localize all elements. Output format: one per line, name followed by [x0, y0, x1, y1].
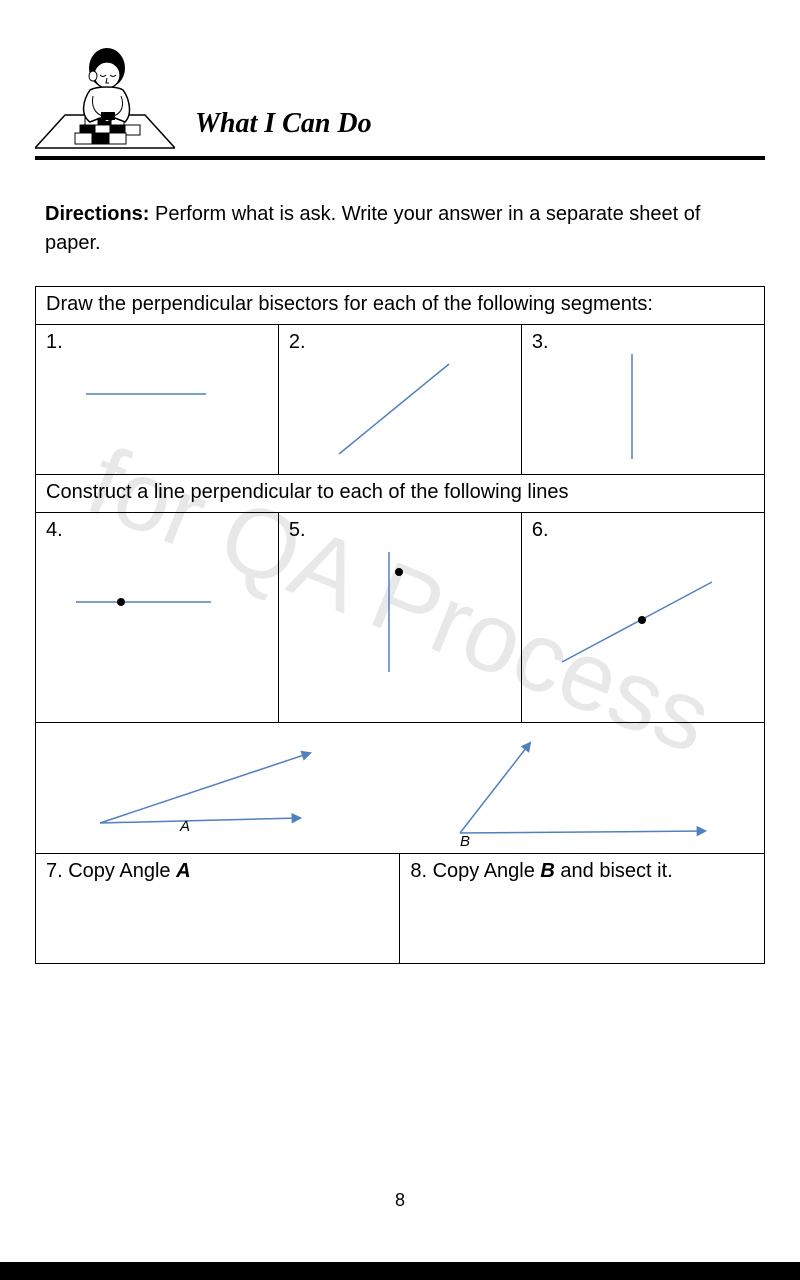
header-divider	[35, 156, 765, 160]
angles-figure: A B	[36, 723, 764, 853]
cell-7: 7. Copy Angle A	[36, 854, 400, 964]
row2-prompt: Construct a line perpendicular to each o…	[36, 475, 765, 513]
directions-text: Directions: Perform what is ask. Write y…	[35, 200, 765, 258]
cell-8: 8. Copy Angle B and bisect it.	[400, 854, 765, 964]
cell-5: 5.	[289, 519, 511, 542]
cell-2: 2.	[289, 331, 511, 354]
page-header: What I Can Do	[35, 40, 765, 150]
header-illustration	[35, 40, 175, 150]
line-4	[46, 542, 268, 712]
line-6	[532, 542, 754, 712]
cell-3: 3.	[532, 331, 754, 354]
cell-1: 1.	[46, 331, 268, 354]
segment-1	[46, 354, 268, 464]
page-number: 8	[0, 1190, 800, 1211]
footer-bar	[0, 1262, 800, 1280]
segment-3	[532, 354, 754, 464]
cell-8-bold: B	[540, 860, 554, 882]
angle-b-label: B	[460, 833, 470, 850]
row1-prompt: Draw the perpendicular bisectors for eac…	[36, 287, 765, 325]
cell-6: 6.	[532, 519, 754, 542]
cell-7-text: 7. Copy Angle	[46, 860, 176, 882]
directions-label: Directions:	[45, 203, 149, 225]
worksheet-table: Draw the perpendicular bisectors for eac…	[35, 286, 765, 964]
cell-8-post: and bisect it.	[555, 860, 673, 882]
cell-7-bold: A	[176, 860, 190, 882]
angle-a-label: A	[179, 818, 190, 835]
cell-4: 4.	[46, 519, 268, 542]
cell-8-text: 8. Copy Angle	[410, 860, 540, 882]
page-title: What I Can Do	[195, 108, 372, 150]
line-5	[289, 542, 511, 712]
segment-2	[289, 354, 511, 464]
